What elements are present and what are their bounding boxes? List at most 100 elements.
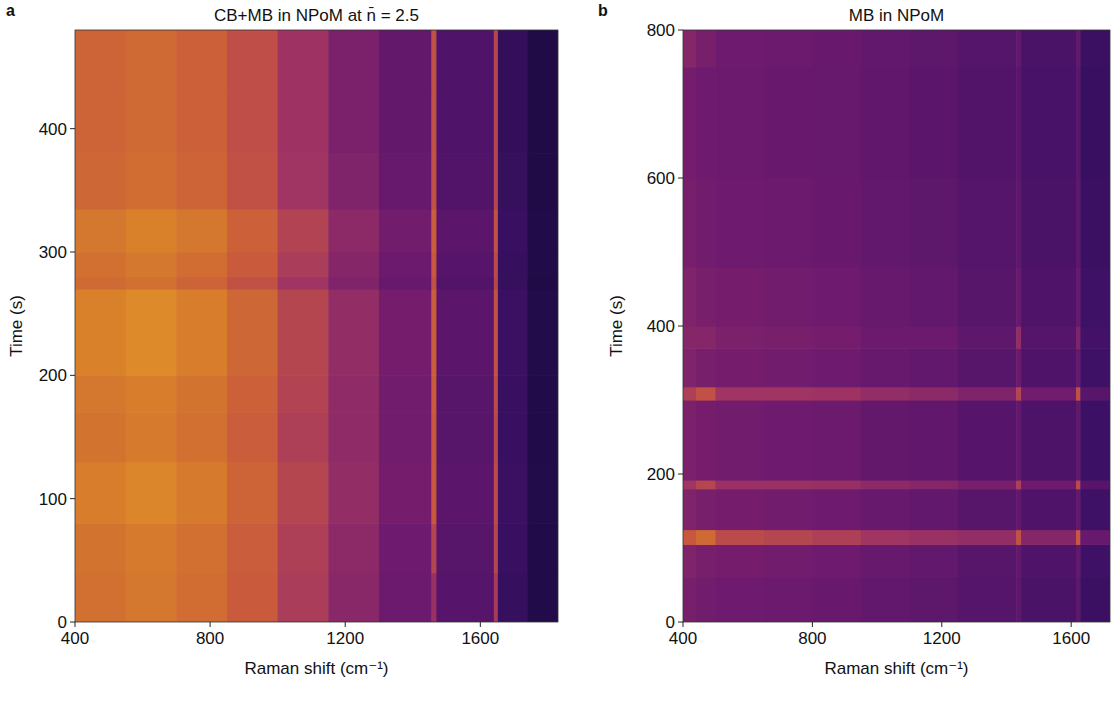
- cell: [958, 400, 1017, 481]
- cell: [126, 153, 177, 209]
- cell: [958, 326, 1017, 349]
- cell: [909, 348, 958, 387]
- cell: [431, 523, 437, 573]
- cell: [1016, 480, 1021, 489]
- cell: [1076, 178, 1081, 267]
- cell: [715, 67, 764, 179]
- cell: [696, 387, 716, 401]
- cell: [696, 267, 716, 327]
- cell: [715, 489, 764, 530]
- cell: [812, 67, 861, 179]
- cell: [683, 480, 697, 489]
- cell: [498, 462, 528, 524]
- cell: [812, 348, 861, 387]
- cell: [909, 267, 958, 327]
- cell: [379, 412, 432, 462]
- cell: [715, 267, 764, 327]
- y-tick-label: 400: [39, 120, 67, 139]
- x-tick: [1071, 622, 1072, 627]
- cell: [909, 578, 958, 622]
- cell: [528, 289, 558, 376]
- cell: [909, 489, 958, 530]
- cell: [764, 530, 813, 545]
- cell: [1016, 267, 1021, 327]
- x-tick: [683, 622, 684, 627]
- cell: [494, 92, 499, 154]
- cell: [1080, 578, 1110, 622]
- cell: [431, 462, 437, 524]
- cell: [764, 480, 813, 489]
- cell: [227, 462, 278, 524]
- cell: [861, 578, 910, 622]
- y-tick: [678, 326, 683, 327]
- cell: [436, 523, 494, 573]
- cell: [431, 277, 437, 290]
- cell: [715, 578, 764, 622]
- cell: [696, 544, 716, 578]
- cell: [861, 387, 910, 401]
- cell: [436, 252, 494, 277]
- cell: [1021, 544, 1077, 578]
- cell: [227, 30, 278, 92]
- cell: [909, 67, 958, 179]
- x-tick-label: 1200: [923, 629, 961, 648]
- cell: [328, 462, 379, 524]
- cell: [1021, 578, 1077, 622]
- cell: [431, 92, 437, 154]
- cell: [75, 375, 126, 413]
- cell: [227, 523, 278, 573]
- cell: [1080, 267, 1110, 327]
- cell: [176, 92, 227, 154]
- y-tick: [70, 252, 75, 253]
- cell: [1076, 326, 1081, 349]
- cell: [278, 92, 329, 154]
- cell: [764, 387, 813, 401]
- panel-letter: b: [598, 2, 608, 19]
- cell: [498, 412, 528, 462]
- cell: [528, 209, 558, 253]
- cell: [1080, 480, 1110, 489]
- cell: [696, 578, 716, 622]
- cell: [1080, 348, 1110, 387]
- y-tick-label: 200: [647, 465, 675, 484]
- cell: [379, 30, 432, 92]
- plot-frame: [75, 30, 558, 622]
- cell: [1080, 489, 1110, 530]
- cell: [278, 573, 329, 622]
- cell: [431, 209, 437, 253]
- cell: [812, 387, 861, 401]
- cell: [1080, 544, 1110, 578]
- cell: [278, 523, 329, 573]
- cell: [126, 277, 177, 290]
- cell: [715, 480, 764, 489]
- cell: [1080, 30, 1110, 68]
- cell: [379, 573, 432, 622]
- cell: [715, 544, 764, 578]
- cell: [379, 252, 432, 277]
- cell: [328, 523, 379, 573]
- y-tick: [70, 622, 75, 623]
- cell: [328, 573, 379, 622]
- cell: [1016, 30, 1021, 68]
- cell: [696, 489, 716, 530]
- y-tick-label: 400: [647, 317, 675, 336]
- cell: [812, 178, 861, 267]
- cell: [227, 252, 278, 277]
- cell: [126, 252, 177, 277]
- cell: [715, 326, 764, 349]
- plot-frame: [683, 30, 1110, 622]
- cell: [861, 530, 910, 545]
- y-tick: [678, 474, 683, 475]
- cell: [379, 375, 432, 413]
- cell: [328, 30, 379, 92]
- cell: [436, 209, 494, 253]
- x-tick: [941, 622, 942, 627]
- cell: [176, 523, 227, 573]
- cell: [227, 412, 278, 462]
- cell: [715, 400, 764, 481]
- cell: [958, 178, 1017, 267]
- cell: [909, 400, 958, 481]
- cell: [683, 489, 697, 530]
- x-axis-title: Raman shift (cm⁻¹): [244, 659, 388, 678]
- x-tick: [812, 622, 813, 627]
